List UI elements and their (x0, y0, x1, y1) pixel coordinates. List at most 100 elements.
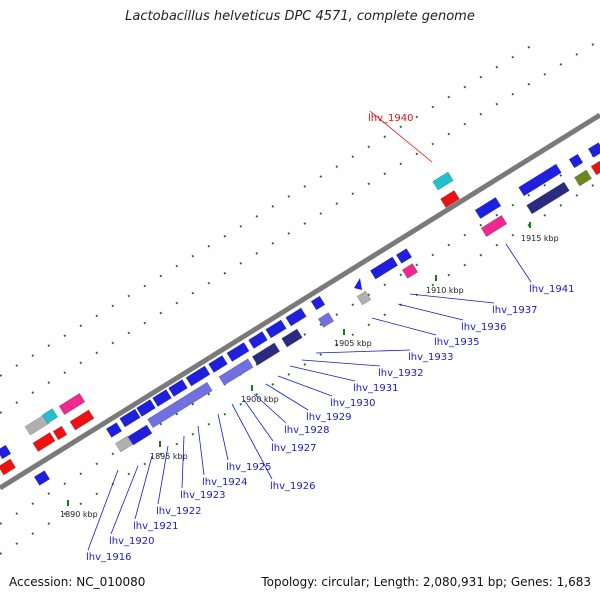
gene-arrow (105, 422, 123, 438)
tick-mark (479, 75, 483, 79)
tick-mark (287, 195, 291, 198)
tick-mark (175, 412, 179, 416)
gene-label: lhv_1935 (434, 337, 479, 348)
tick-mark (543, 183, 547, 187)
tick-mark (543, 72, 547, 76)
tick-mark (479, 112, 483, 116)
gene-label: lhv_1925 (226, 462, 271, 473)
label-leader-line (315, 349, 411, 354)
label-leader-lines (87, 110, 532, 551)
tick-mark (431, 105, 435, 109)
tick-mark (159, 274, 163, 278)
gene-block (526, 181, 570, 215)
tick-mark (0, 411, 3, 414)
tick-mark (559, 174, 563, 177)
genome-backbone (0, 112, 600, 491)
tick-mark (95, 492, 99, 496)
tick-mark (399, 162, 403, 166)
tick-mark (495, 243, 499, 247)
tick-mark (511, 233, 515, 237)
tick-mark (383, 313, 387, 317)
tick-mark (463, 233, 467, 237)
gene-label: lhv_1941 (529, 284, 574, 295)
tick-mark (223, 412, 227, 416)
tick-mark (15, 401, 19, 404)
gene-arrow (310, 295, 326, 311)
tick-mark (159, 311, 163, 315)
tick-mark (175, 301, 179, 305)
tick-mark (319, 212, 323, 215)
gene-label: lhv_1933 (408, 352, 453, 363)
tick-mark (31, 354, 35, 357)
gene-arrow (248, 331, 268, 349)
tick-mark (431, 283, 435, 287)
tick-mark (351, 303, 355, 307)
gene-block (281, 328, 303, 348)
tick-mark (175, 264, 179, 268)
tick-mark (479, 253, 483, 257)
gene-label: lhv_1931 (353, 383, 398, 394)
tick-mark (159, 452, 163, 456)
tick-mark (399, 125, 403, 129)
tick-mark (383, 135, 387, 139)
tick-mark (111, 304, 115, 308)
tick-mark (527, 82, 531, 86)
gene-label: lhv_1927 (271, 443, 316, 454)
tick-mark (271, 242, 275, 245)
tick-mark (143, 321, 147, 325)
gene-block (218, 358, 254, 386)
gene-arrow (32, 432, 56, 452)
gene-arrow (185, 365, 211, 387)
tick-mark (239, 402, 243, 406)
gene-label: lhv_1929 (306, 412, 351, 423)
tick-mark (79, 472, 83, 476)
gene-arrow (568, 153, 584, 169)
tick-mark (591, 184, 595, 187)
gene-arrow (119, 408, 141, 428)
tick-mark (63, 371, 67, 375)
tick-mark (559, 63, 563, 66)
tick-mark (559, 204, 563, 207)
tick-mark (431, 142, 435, 146)
tick-mark (303, 363, 307, 366)
accession-text: Accession: NC_010080 (9, 575, 146, 589)
tick-mark (207, 281, 211, 285)
tick-mark (191, 291, 195, 295)
tick-mark (255, 393, 259, 396)
tick-mark (79, 361, 83, 365)
scale-labels: 1890 kbp 1895 kbp 1900 kbp 1905 kbp 1910… (60, 234, 559, 519)
tick-mark (223, 271, 227, 275)
tick-mark (79, 324, 83, 328)
tick-mark (15, 364, 19, 367)
tick-mark (399, 273, 403, 277)
label-leader-line (110, 465, 139, 535)
tick-mark (15, 542, 19, 545)
tick-mark (527, 193, 531, 197)
label-leader-line (243, 399, 274, 442)
gene-label: lhv_1916 (86, 552, 131, 563)
tick-mark (575, 53, 579, 56)
label-leader-line (369, 110, 433, 163)
label-leader-line (289, 365, 356, 382)
tick-mark (511, 55, 515, 59)
gene-arrow (41, 408, 59, 424)
tick-mark (495, 102, 499, 106)
tick-mark (303, 185, 307, 188)
label-leader-line (231, 403, 273, 480)
tick-mark (367, 323, 371, 327)
gene-arrow (58, 393, 86, 415)
gene-arrow (115, 435, 133, 453)
gene-arrow (208, 355, 228, 373)
tick-mark (335, 313, 339, 316)
gene-arrow (136, 399, 156, 417)
gene-label: lhv_1922 (156, 506, 201, 517)
tick-mark (0, 522, 3, 525)
label-leader-line (181, 435, 185, 489)
tick-mark (319, 323, 323, 326)
label-leader-line (397, 303, 464, 321)
tick-mark (495, 213, 499, 217)
tick-mark (255, 215, 259, 218)
tick-mark (335, 343, 339, 346)
scale-label: 1890 kbp (60, 510, 98, 519)
tick-mark (63, 512, 67, 516)
